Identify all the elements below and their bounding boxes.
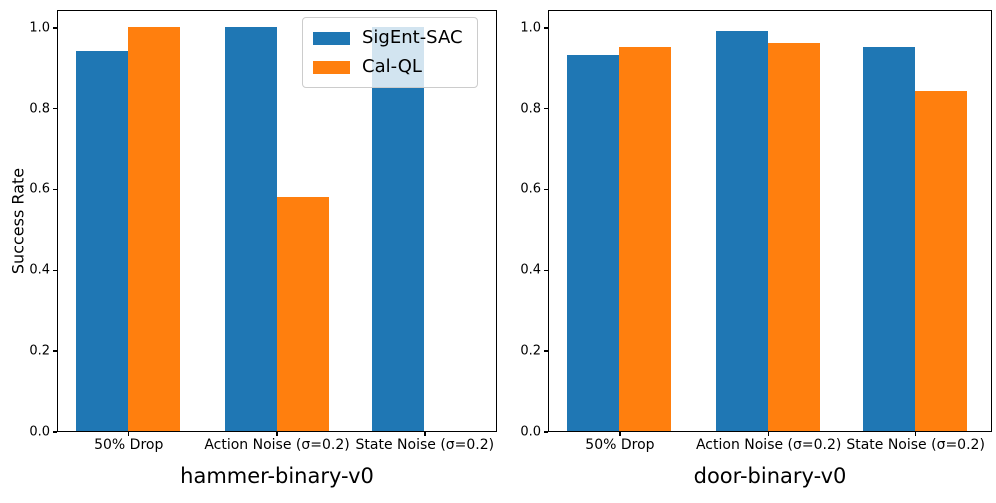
y-tick-mark — [53, 431, 57, 433]
x-axis-title-door: door-binary-v0 — [693, 464, 847, 488]
legend-swatch-blue-icon — [313, 31, 350, 45]
bar-SigEnt-SAC-2 — [372, 26, 425, 431]
x-tick-mark — [767, 432, 770, 436]
legend-swatch-orange-icon — [313, 60, 350, 74]
plot-area-door-binary-v0 — [548, 10, 992, 432]
y-tick-mark — [53, 269, 57, 272]
y-tick-label: 0.0 — [29, 424, 50, 440]
legend-item-cal-ql: Cal-QL — [313, 56, 463, 78]
y-tick-label: 0.8 — [29, 101, 50, 117]
x-axis-title-hammer: hammer-binary-v0 — [180, 464, 374, 488]
y-tick-mark — [544, 27, 548, 29]
x-tick-mark — [276, 432, 278, 436]
bar-SigEnt-SAC-0 — [567, 55, 620, 431]
x-tick-label: State Noise (σ=0.2) — [846, 437, 985, 453]
y-tick-label: 0.8 — [520, 101, 541, 117]
x-tick-label: 50% Drop — [94, 437, 164, 453]
x-tick-label: Action Noise (σ=0.2) — [204, 437, 350, 453]
x-tick-mark — [127, 432, 130, 436]
y-tick-mark — [544, 269, 548, 272]
y-tick-mark — [53, 188, 57, 191]
x-tick-mark — [424, 432, 426, 436]
y-tick-label: 1.0 — [520, 20, 541, 36]
legend-item-sigent-sac: SigEnt-SAC — [313, 27, 463, 49]
y-tick-label: 0.6 — [520, 181, 541, 197]
bar-SigEnt-SAC-0 — [76, 51, 129, 431]
y-tick-mark — [53, 350, 57, 352]
legend-label-cal-ql: Cal-QL — [362, 56, 422, 77]
x-tick-label: State Noise (σ=0.2) — [355, 437, 495, 453]
y-tick-label: 0.4 — [29, 262, 50, 278]
y-tick-label: 0.0 — [520, 424, 541, 440]
y-tick-mark — [53, 27, 57, 29]
x-tick-label: 50% Drop — [585, 437, 655, 453]
y-tick-mark — [544, 431, 548, 433]
y-tick-mark — [544, 350, 548, 352]
y-tick-mark — [544, 107, 548, 110]
x-tick-label: Action Noise (σ=0.2) — [695, 437, 842, 453]
bar-SigEnt-SAC-1 — [224, 26, 277, 431]
bar-Cal-QL-1 — [276, 196, 329, 431]
bar-SigEnt-SAC-1 — [716, 30, 769, 431]
y-tick-label: 0.4 — [520, 262, 541, 278]
bar-Cal-QL-0 — [128, 26, 181, 431]
y-tick-label: 1.0 — [29, 20, 50, 36]
y-tick-mark — [53, 107, 57, 110]
y-tick-label: 0.6 — [29, 181, 50, 197]
bar-SigEnt-SAC-2 — [863, 47, 916, 431]
bar-Cal-QL-2 — [915, 91, 968, 431]
legend-label-sigent-sac: SigEnt-SAC — [362, 27, 463, 48]
y-tick-label: 0.2 — [520, 343, 541, 359]
legend-box: SigEnt-SAC Cal-QL — [302, 17, 478, 88]
y-tick-label: 0.2 — [29, 343, 50, 359]
x-tick-mark — [619, 432, 621, 436]
y-tick-mark — [544, 188, 548, 191]
x-tick-mark — [914, 432, 917, 436]
bar-Cal-QL-1 — [768, 42, 821, 431]
bar-Cal-QL-0 — [619, 47, 672, 431]
